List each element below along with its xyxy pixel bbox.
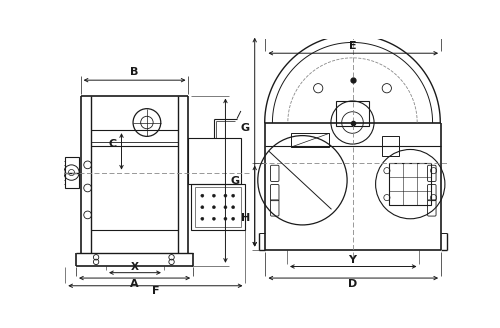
Bar (66, 157, 79, 188)
Text: D: D (348, 279, 357, 289)
Circle shape (224, 217, 227, 220)
Text: Y: Y (348, 255, 356, 265)
Circle shape (232, 206, 234, 209)
Text: A: A (130, 279, 139, 289)
Bar (382, 136, 398, 156)
Text: G: G (241, 123, 250, 133)
Circle shape (212, 206, 216, 209)
Circle shape (224, 194, 227, 197)
Circle shape (224, 206, 227, 209)
Bar (191, 184, 244, 230)
Text: H: H (241, 213, 250, 223)
Circle shape (212, 217, 216, 220)
Text: E: E (348, 41, 356, 51)
Bar (389, 163, 432, 205)
Circle shape (212, 194, 216, 197)
Bar (336, 101, 370, 126)
Circle shape (201, 194, 204, 197)
Circle shape (232, 194, 234, 197)
Text: B: B (130, 68, 139, 77)
Circle shape (201, 217, 204, 220)
Circle shape (232, 217, 234, 220)
Bar (188, 138, 241, 184)
Text: C: C (108, 139, 116, 149)
Circle shape (201, 206, 204, 209)
Text: F: F (152, 286, 159, 296)
Text: X: X (131, 261, 139, 272)
Text: G: G (230, 176, 239, 186)
Bar (291, 133, 330, 147)
